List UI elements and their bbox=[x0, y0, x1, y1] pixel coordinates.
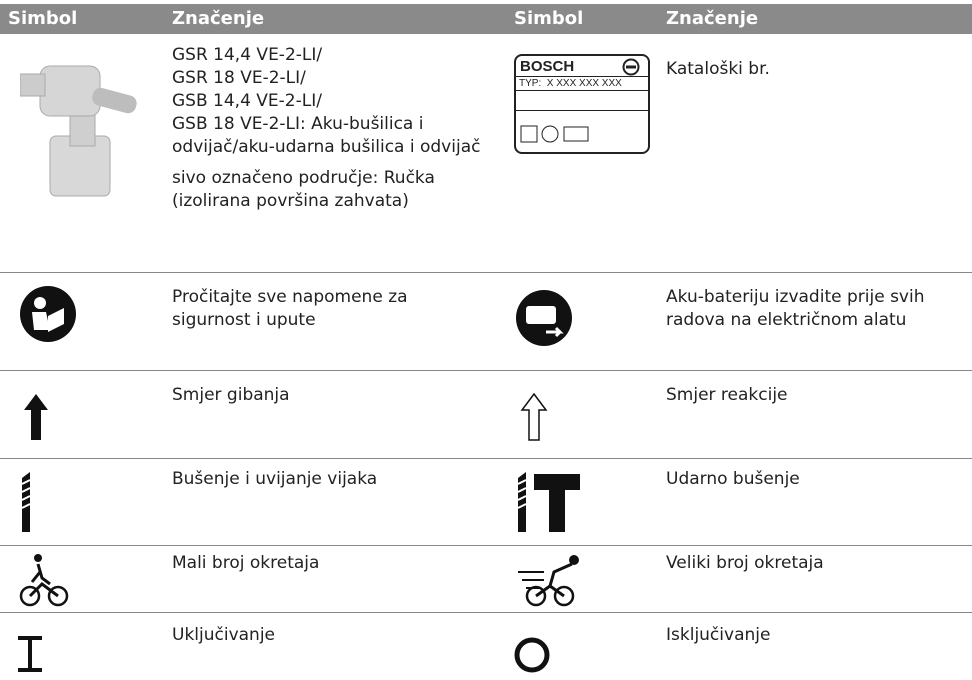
header-cell: Simbol bbox=[514, 8, 584, 29]
meaning: Veliki broj okretaja bbox=[666, 553, 824, 573]
meaning: Udarno bušenje bbox=[666, 469, 800, 489]
header-bar bbox=[0, 4, 972, 34]
slow-bike-icon bbox=[19, 554, 69, 607]
meaning: Isključivanje bbox=[666, 625, 771, 645]
type-label: BOSCH TYP: X XXX XXX XXX bbox=[514, 54, 650, 154]
meaning: Bušenje i uvijanje vijaka bbox=[172, 469, 378, 489]
meaning: Aku-bateriju izvadite prije svih radova … bbox=[666, 287, 925, 330]
battery-icon bbox=[516, 290, 572, 346]
label-type: TYP: X XXX XXX XXX bbox=[516, 76, 648, 91]
meaning: Uključivanje bbox=[172, 625, 276, 645]
arrow-filled-icon bbox=[24, 394, 48, 440]
on-icon bbox=[18, 636, 42, 672]
header-cell: Simbol bbox=[8, 8, 78, 29]
drill-icon bbox=[20, 65, 137, 197]
meaning: Pročitajte sve napomene za sigurnost i u… bbox=[172, 287, 408, 330]
meaning: Smjer gibanja bbox=[172, 385, 290, 405]
text-line: GSR 18 VE-2-LI/ bbox=[172, 68, 306, 88]
off-icon bbox=[514, 637, 550, 673]
text-line: GSB 18 VE-2-LI: Aku-bušilica i odvijač/a… bbox=[172, 114, 481, 157]
fast-bike-icon bbox=[518, 555, 579, 607]
row-divider bbox=[0, 545, 972, 546]
meaning: Mali broj okretaja bbox=[172, 553, 320, 573]
text-line: GSR 14,4 VE-2-LI/ bbox=[172, 45, 323, 65]
meaning: GSR 14,4 VE-2-LI/ GSR 18 VE-2-LI/ GSB 14… bbox=[172, 44, 490, 213]
drill-bit-icon bbox=[21, 472, 31, 532]
text-note: sivo označeno područje: Ručka (izolirana… bbox=[172, 168, 435, 211]
row-divider bbox=[0, 370, 972, 371]
header-cell: Značenje bbox=[172, 8, 265, 29]
arrow-outline-icon bbox=[520, 392, 548, 441]
meaning: Smjer reakcije bbox=[666, 385, 788, 405]
impact-icon bbox=[517, 472, 580, 532]
label-divider bbox=[516, 110, 648, 111]
row-divider bbox=[0, 612, 972, 613]
text-line: GSB 14,4 VE-2-LI/ bbox=[172, 91, 322, 111]
label-shapes bbox=[520, 125, 589, 143]
row-divider bbox=[0, 458, 972, 459]
meaning: Kataloški br. bbox=[666, 59, 770, 79]
manual-icon bbox=[20, 286, 76, 342]
label-brand: BOSCH bbox=[520, 58, 575, 75]
header-cell: Značenje bbox=[666, 8, 759, 29]
row-divider bbox=[0, 272, 972, 273]
brand-logo bbox=[622, 58, 640, 76]
